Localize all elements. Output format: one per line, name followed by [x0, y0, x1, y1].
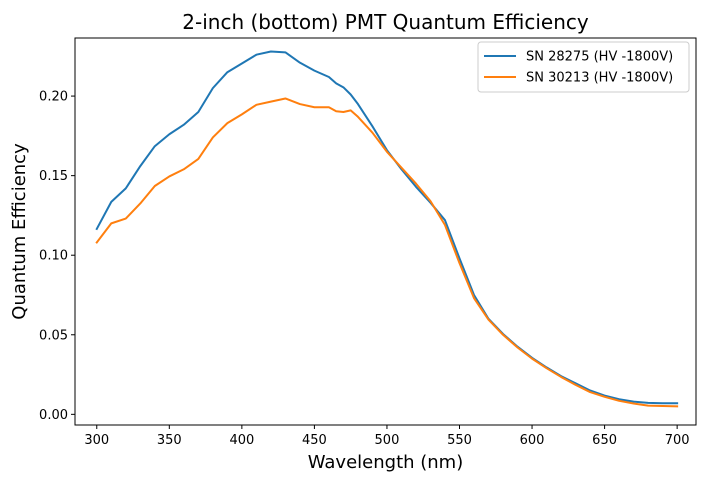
legend-frame [477, 41, 690, 93]
series-layer [95, 50, 679, 408]
axes-border [74, 37, 697, 426]
plot-area [74, 37, 697, 426]
x-tick-label: 300 [84, 433, 109, 448]
legend: SN 28275 (HV -1800V) SN 30213 (HV -1800V… [477, 41, 690, 93]
series-line-1 [95, 50, 679, 405]
x-axis: 300 350 400 450 500 550 600 650 700 [84, 425, 690, 448]
x-tick-label: 600 [520, 433, 545, 448]
y-tick-label: 0.15 [39, 169, 68, 184]
x-tick-label: 650 [592, 433, 617, 448]
x-tick-label: 550 [447, 433, 472, 448]
y-axis: 0.00 0.05 0.10 0.15 0.20 [39, 90, 75, 423]
y-tick-label: 0.05 [39, 328, 68, 343]
y-axis-label: Quantum Efficiency [9, 143, 30, 320]
plot-frame [75, 38, 696, 425]
x-axis-label: Wavelength (nm) [308, 452, 464, 473]
legend-label-series-2: SN 30213 (HV -1800V) [526, 71, 673, 86]
x-tick-label: 450 [302, 433, 327, 448]
x-tick-label: 400 [229, 433, 254, 448]
y-tick-label: 0.10 [39, 249, 68, 264]
y-tick-label: 0.00 [39, 408, 68, 423]
legend-label-series-1: SN 28275 (HV -1800V) [526, 50, 673, 65]
chart-title: 2-inch (bottom) PMT Quantum Efficiency [182, 10, 589, 34]
x-tick-label: 350 [157, 433, 182, 448]
y-tick-label: 0.20 [39, 90, 68, 105]
x-tick-label: 500 [375, 433, 400, 448]
series-line-2 [95, 97, 679, 408]
x-tick-label: 700 [665, 433, 690, 448]
